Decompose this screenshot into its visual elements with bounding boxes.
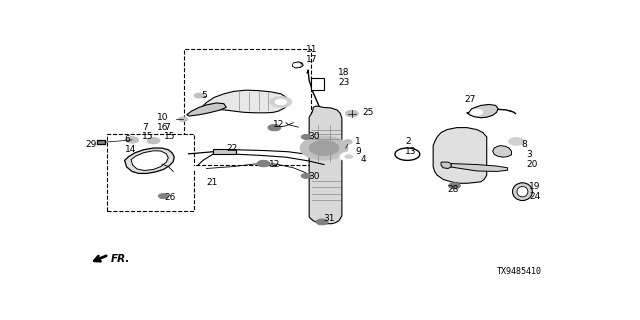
Circle shape [147, 138, 160, 144]
Text: 25: 25 [363, 108, 374, 117]
Text: 7
15: 7 15 [164, 123, 176, 141]
Text: 19
24: 19 24 [529, 182, 540, 201]
Text: 10
16: 10 16 [157, 113, 168, 132]
Text: 18
23: 18 23 [338, 68, 349, 87]
Circle shape [309, 141, 339, 156]
Text: 2
13: 2 13 [405, 138, 417, 156]
Circle shape [471, 109, 483, 115]
Circle shape [509, 138, 524, 145]
Polygon shape [309, 106, 342, 224]
Circle shape [301, 173, 311, 178]
Polygon shape [125, 148, 174, 173]
Text: 8: 8 [522, 140, 527, 149]
Polygon shape [187, 103, 227, 116]
Polygon shape [292, 62, 303, 68]
Polygon shape [467, 104, 498, 118]
Polygon shape [433, 128, 486, 183]
Text: 7
15: 7 15 [142, 123, 154, 141]
Text: 30: 30 [308, 172, 319, 181]
Text: 11
17: 11 17 [306, 45, 317, 64]
Circle shape [179, 117, 188, 121]
Circle shape [345, 155, 353, 159]
Bar [108, 134, 194, 211]
Text: 5: 5 [202, 91, 207, 100]
Polygon shape [213, 149, 236, 154]
Text: 21: 21 [207, 178, 218, 187]
Circle shape [301, 134, 311, 140]
Text: 6
14: 6 14 [125, 135, 136, 154]
Polygon shape [202, 90, 288, 113]
Circle shape [387, 144, 428, 164]
Ellipse shape [517, 187, 528, 197]
Text: 20: 20 [527, 160, 538, 169]
Text: 22: 22 [227, 144, 237, 153]
Circle shape [344, 140, 352, 144]
Ellipse shape [513, 183, 532, 201]
Circle shape [270, 97, 292, 108]
Circle shape [158, 194, 168, 198]
Text: 28: 28 [447, 185, 458, 195]
Circle shape [180, 153, 188, 156]
Circle shape [340, 152, 358, 161]
Bar [184, 50, 310, 165]
Text: 31: 31 [323, 214, 335, 223]
Circle shape [300, 136, 348, 160]
Text: 29: 29 [85, 140, 97, 149]
Circle shape [449, 183, 460, 189]
Circle shape [268, 124, 281, 131]
Polygon shape [131, 151, 168, 171]
Polygon shape [97, 140, 105, 144]
Bar [311, 78, 324, 90]
Text: 27: 27 [465, 95, 476, 105]
Circle shape [395, 148, 420, 160]
Text: TX9485410: TX9485410 [497, 267, 541, 276]
Polygon shape [493, 146, 511, 157]
Circle shape [275, 99, 287, 105]
Polygon shape [441, 162, 451, 169]
Text: 12: 12 [273, 120, 285, 129]
Circle shape [293, 63, 300, 67]
Text: 4: 4 [360, 155, 366, 164]
Circle shape [191, 166, 198, 170]
Text: 30: 30 [308, 132, 319, 141]
Text: 12: 12 [269, 160, 280, 169]
Circle shape [194, 93, 204, 98]
Text: FR.: FR. [111, 254, 130, 264]
Text: 3: 3 [527, 150, 532, 159]
Circle shape [316, 219, 328, 225]
Text: 1
9: 1 9 [355, 138, 361, 156]
Circle shape [500, 133, 532, 149]
Polygon shape [451, 164, 508, 172]
Text: 26: 26 [164, 193, 176, 202]
Circle shape [125, 137, 138, 143]
Circle shape [257, 160, 270, 167]
Circle shape [346, 110, 358, 117]
